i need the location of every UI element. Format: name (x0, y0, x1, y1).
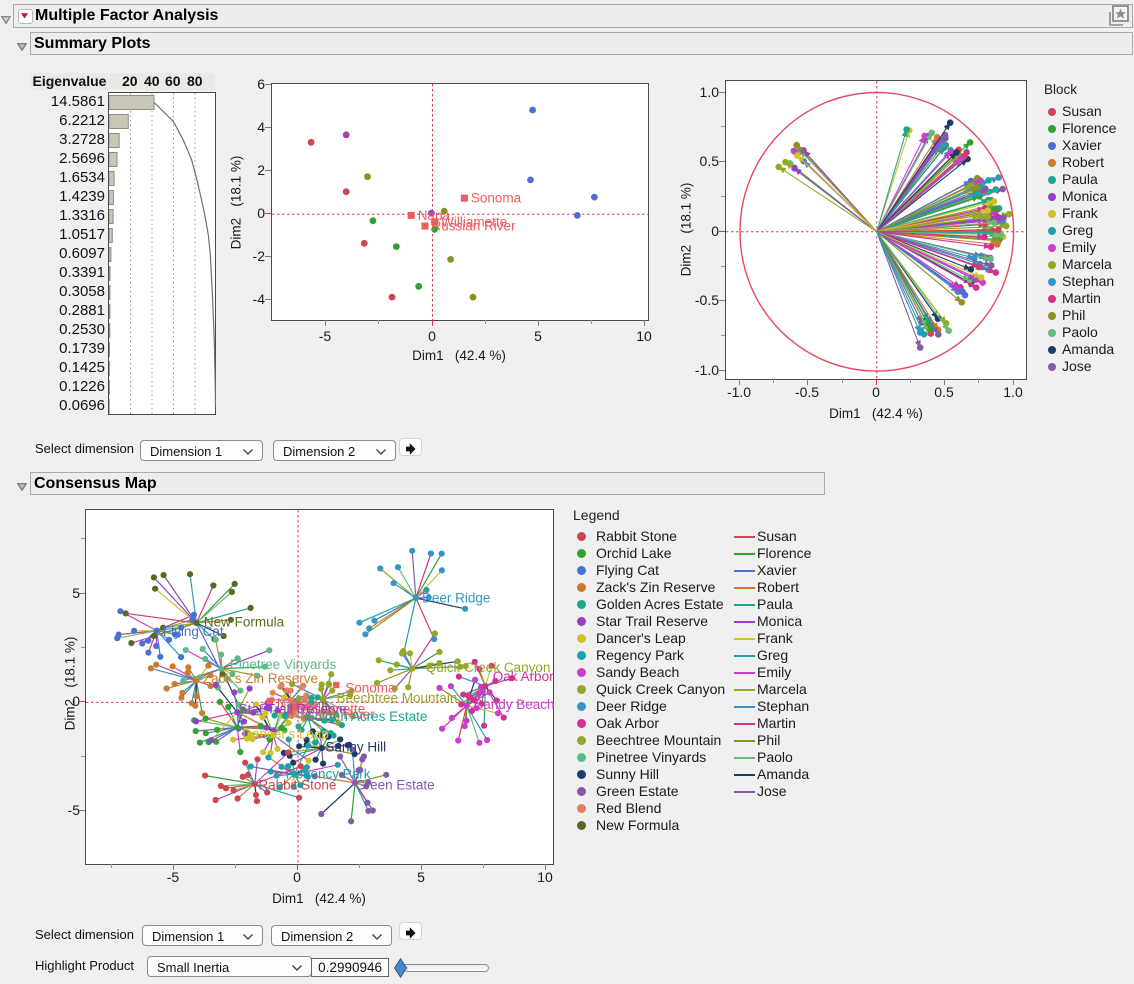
svg-text:Williamette: Williamette (441, 214, 507, 229)
svg-text:Regency Park: Regency Park (286, 767, 371, 782)
svg-text:Quick Creek Canyon: Quick Creek Canyon (426, 660, 551, 675)
svg-text:Star Trail Reserve: Star Trail Reserve (239, 701, 347, 716)
svg-text:Russian River: Russian River (432, 219, 517, 234)
svg-text:Oak Arbor: Oak Arbor (493, 669, 554, 684)
svg-text:Sandy Beach: Sandy Beach (474, 697, 554, 712)
svg-text:Rabbit Stone: Rabbit Stone (258, 778, 336, 793)
svg-text:New Formula: New Formula (204, 614, 285, 629)
svg-text:Sunny Hill: Sunny Hill (325, 740, 386, 755)
svg-text:Pinetree Vinyards: Pinetree Vinyards (230, 657, 337, 672)
svg-text:Beechtree Mountain: Beechtree Mountain (337, 691, 458, 706)
svg-text:Russian River: Russian River (291, 707, 376, 722)
svg-text:Williamette: Williamette (299, 701, 365, 716)
svg-text:Sonoma: Sonoma (471, 191, 522, 206)
svg-text:Dancer's Leap: Dancer's Leap (242, 726, 329, 741)
svg-text:Napa: Napa (418, 208, 451, 223)
svg-text:Flying Cat: Flying Cat (163, 624, 224, 639)
svg-text:Zack's Zin Reserve: Zack's Zin Reserve (203, 671, 318, 686)
svg-text:Sonoma: Sonoma (345, 681, 396, 696)
svg-text:Green Estate: Green Estate (355, 778, 435, 793)
svg-text:Napa: Napa (277, 696, 310, 711)
svg-text:Golden Acres Estate: Golden Acres Estate (304, 709, 427, 724)
svg-text:Deer Ridge: Deer Ridge (422, 591, 490, 606)
